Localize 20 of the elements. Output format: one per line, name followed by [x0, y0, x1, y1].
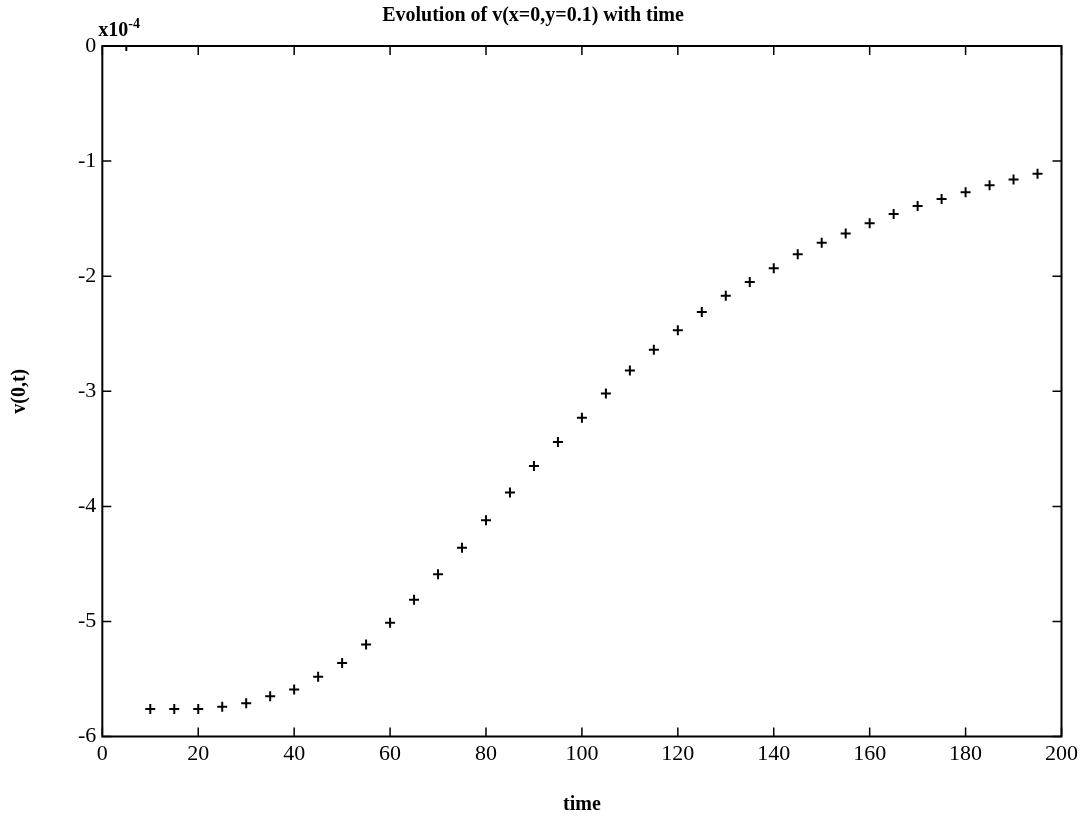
x-tick-label: 100: [565, 739, 599, 765]
x-axis-title: time: [563, 792, 601, 815]
x-tick-label: 180: [949, 739, 983, 765]
y-tick-label: -5: [78, 607, 97, 633]
y-axis-title: v(0,t): [7, 368, 31, 414]
x-tick-label: 120: [661, 739, 695, 765]
x-tick-label: 200: [1045, 739, 1078, 765]
x-tick-label: 140: [757, 739, 791, 765]
x-tick-label: 60: [379, 739, 402, 765]
x-tick-label: 160: [853, 739, 887, 765]
x-tick-label: 80: [475, 739, 497, 765]
y-tick-label: 0: [85, 31, 97, 57]
x-tick-label: 20: [187, 739, 210, 765]
chart-title: Evolution of v(x=0,y=0.1) with time: [382, 3, 684, 27]
y-tick-label: -2: [78, 261, 97, 287]
y-tick-label: -1: [78, 146, 97, 172]
x-tick-label: 40: [283, 739, 306, 765]
y-tick-label: -4: [78, 492, 97, 518]
y-tick-label: -6: [78, 722, 97, 748]
y-tick-label: -3: [78, 377, 97, 403]
